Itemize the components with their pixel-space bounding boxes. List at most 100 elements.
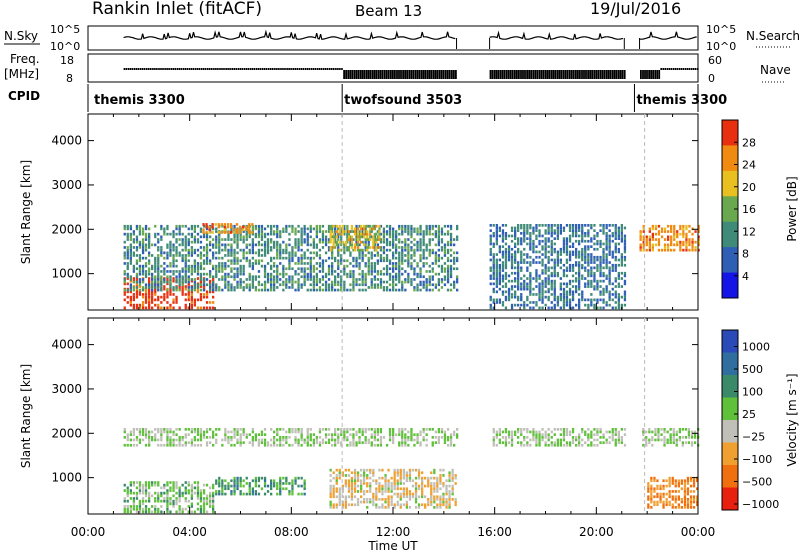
heat-cell bbox=[151, 481, 154, 484]
heat-cell bbox=[315, 230, 318, 233]
heat-cell bbox=[135, 224, 139, 228]
heat-cell bbox=[378, 227, 381, 231]
heat-cell bbox=[433, 500, 436, 504]
heat-cell bbox=[157, 491, 160, 495]
heat-cell bbox=[405, 490, 408, 493]
heat-cell bbox=[556, 274, 559, 278]
heat-cell bbox=[392, 264, 395, 268]
heat-cell bbox=[363, 476, 366, 480]
freq-mark bbox=[546, 70, 549, 79]
heat-cell bbox=[138, 278, 142, 281]
heat-cell bbox=[608, 239, 611, 243]
heat-cell bbox=[166, 497, 169, 500]
heat-cell bbox=[538, 430, 541, 434]
heat-cell bbox=[384, 476, 387, 480]
heat-cell bbox=[605, 301, 608, 304]
heat-cell bbox=[370, 280, 373, 284]
heat-cell bbox=[416, 275, 419, 279]
heat-cell bbox=[590, 433, 593, 436]
heat-cell bbox=[242, 479, 245, 483]
heat-cell bbox=[160, 288, 163, 292]
heat-cell bbox=[425, 227, 428, 231]
heat-cell bbox=[593, 433, 596, 436]
heat-cell bbox=[571, 430, 575, 434]
heat-cell bbox=[154, 298, 157, 302]
heat-cell bbox=[523, 224, 526, 227]
heat-cell bbox=[218, 240, 221, 244]
heat-cell bbox=[163, 280, 166, 284]
heat-cell bbox=[517, 274, 520, 278]
heat-cell bbox=[523, 285, 526, 288]
heat-cell bbox=[361, 248, 364, 252]
heat-cell bbox=[448, 503, 451, 507]
heat-cell bbox=[424, 503, 427, 507]
heat-cell bbox=[132, 240, 135, 244]
heat-cell bbox=[332, 238, 335, 241]
heat-cell bbox=[181, 491, 184, 495]
heat-cell bbox=[273, 484, 276, 488]
heat-cell bbox=[520, 261, 523, 264]
heat-cell bbox=[205, 301, 209, 304]
heat-cell bbox=[248, 235, 251, 239]
freq-mark bbox=[666, 68, 669, 70]
heat-cell bbox=[239, 443, 242, 447]
heat-cell bbox=[141, 428, 145, 431]
freq-tick-bottom: 8 bbox=[66, 72, 73, 85]
heat-cell bbox=[553, 295, 556, 299]
heat-cell bbox=[584, 261, 587, 264]
heat-cell bbox=[331, 230, 334, 233]
heat-cell bbox=[390, 476, 393, 480]
heat-cell bbox=[578, 234, 581, 238]
heat-cell bbox=[347, 230, 351, 233]
heat-cell bbox=[126, 433, 129, 436]
heat-cell bbox=[239, 267, 242, 271]
heat-cell bbox=[166, 443, 169, 447]
heat-cell bbox=[251, 240, 254, 244]
heat-cell bbox=[347, 482, 351, 485]
heat-cell bbox=[366, 230, 369, 233]
freq-mark bbox=[418, 70, 421, 79]
heat-cell bbox=[132, 280, 135, 284]
heat-cell bbox=[184, 243, 187, 247]
heat-cell bbox=[517, 428, 520, 431]
heat-cell bbox=[166, 301, 169, 304]
heat-cell bbox=[590, 282, 593, 286]
heat-cell bbox=[135, 295, 139, 299]
heat-cell bbox=[181, 224, 184, 228]
heat-cell bbox=[331, 270, 334, 273]
heat-cell bbox=[385, 259, 389, 263]
freq-mark bbox=[514, 70, 516, 79]
freq-mark bbox=[495, 70, 498, 79]
heat-cell bbox=[581, 247, 584, 251]
heat-cell bbox=[401, 248, 404, 252]
heat-cell bbox=[361, 441, 364, 444]
heat-cell bbox=[544, 430, 547, 434]
heat-cell bbox=[263, 267, 267, 271]
heat-cell bbox=[642, 428, 645, 431]
heat-cell bbox=[190, 295, 193, 299]
heat-cell bbox=[340, 280, 343, 284]
heat-cell bbox=[233, 238, 236, 241]
freq-mark bbox=[270, 68, 272, 70]
heat-cell bbox=[138, 224, 142, 228]
heat-cell bbox=[366, 232, 369, 236]
heat-cell bbox=[416, 438, 419, 442]
heat-cell bbox=[223, 223, 226, 226]
heat-cell bbox=[257, 484, 261, 488]
heat-cell bbox=[565, 443, 569, 447]
heat-cell bbox=[166, 489, 169, 492]
heat-cell bbox=[263, 248, 267, 252]
freq-mark bbox=[623, 70, 626, 79]
heat-cell bbox=[428, 251, 431, 255]
heat-cell bbox=[141, 267, 145, 271]
heat-cell bbox=[144, 491, 148, 495]
freq-mark bbox=[369, 70, 372, 79]
freq-mark bbox=[686, 68, 689, 70]
heat-cell bbox=[321, 283, 325, 287]
heat-cell bbox=[568, 441, 572, 444]
heat-cell bbox=[364, 230, 367, 233]
heat-cell bbox=[236, 433, 239, 436]
heat-cell bbox=[388, 248, 392, 252]
heat-cell bbox=[568, 269, 572, 272]
heat-cell bbox=[270, 438, 273, 442]
